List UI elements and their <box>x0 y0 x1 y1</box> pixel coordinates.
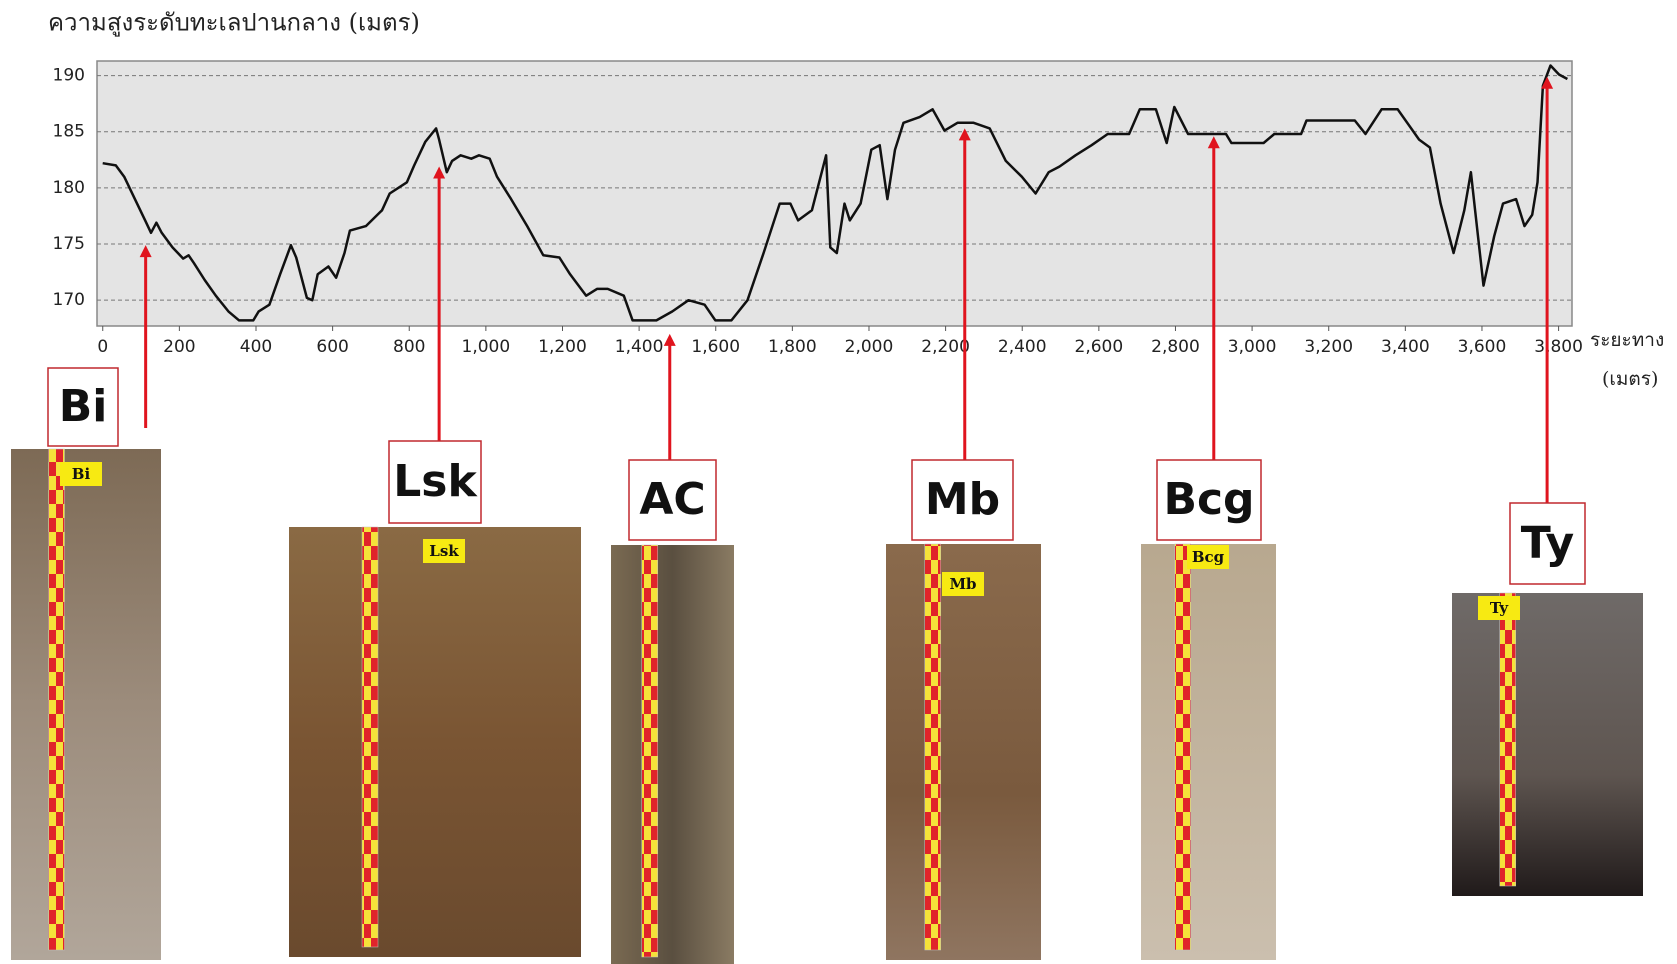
annotation-box <box>388 440 482 524</box>
soil-photo <box>1141 544 1276 960</box>
x-tick-label: 3,200 <box>1304 337 1353 357</box>
annotation-arrowhead <box>433 166 446 179</box>
y-tick-label: 185 <box>53 122 85 142</box>
annotation-box <box>911 459 1014 541</box>
x-tick-label: 2,200 <box>921 337 970 357</box>
x-tick-label: 3,600 <box>1458 337 1507 357</box>
x-tick-label: 1,400 <box>615 337 664 357</box>
y-tick-label: 180 <box>53 178 85 198</box>
x-tick-label: 1,800 <box>768 337 817 357</box>
annotation-arrowhead <box>958 128 971 141</box>
x-axis-title: (เมตร) <box>1602 368 1658 390</box>
measuring-tape <box>1499 592 1516 887</box>
x-tick-label: 0 <box>97 337 108 357</box>
annotation-arrowhead <box>139 245 152 258</box>
annotation-box <box>1509 502 1586 585</box>
soil-photo <box>11 449 161 960</box>
soil-photo <box>611 545 734 964</box>
annotation-label: AC <box>639 474 705 525</box>
measuring-tape <box>48 448 65 951</box>
photo-tag-bg <box>1478 596 1520 620</box>
annotation-label: Mb <box>925 474 1000 525</box>
annotation-box <box>1156 459 1262 541</box>
x-tick-label: 3,400 <box>1381 337 1430 357</box>
x-tick-label: 1,600 <box>691 337 740 357</box>
photo-tag-bg <box>942 572 984 596</box>
x-tick-label: 600 <box>316 337 348 357</box>
annotation-arrowhead <box>663 333 676 346</box>
x-tick-label: 2,400 <box>998 337 1047 357</box>
x-axis-title: ระยะทาง <box>1590 329 1664 351</box>
annotation-label: Lsk <box>393 456 478 507</box>
photo-tag: Bi <box>72 465 91 483</box>
photo-tag: Lsk <box>429 542 459 560</box>
y-axis-title: ความสูงระดับทะเลปานกลาง (เมตร) <box>48 9 420 38</box>
photo-tag: Bcg <box>1192 548 1225 566</box>
soil-photo <box>289 527 581 957</box>
x-tick-label: 800 <box>393 337 425 357</box>
x-tick-label: 400 <box>240 337 272 357</box>
x-tick-label: 3,000 <box>1228 337 1277 357</box>
photo-tag: Ty <box>1490 599 1510 617</box>
y-tick-label: 175 <box>53 234 85 254</box>
annotation-label: Bcg <box>1163 474 1254 525</box>
photo-tag-bg <box>60 462 102 486</box>
x-tick-label: 2,800 <box>1151 337 1200 357</box>
x-tick-label: 2,600 <box>1075 337 1124 357</box>
elevation-line <box>102 64 1568 322</box>
photo-tag: Mb <box>949 575 976 593</box>
measuring-tape <box>641 544 658 958</box>
annotation-box <box>628 459 717 541</box>
annotation-label: Bi <box>59 381 108 432</box>
y-tick-label: 190 <box>53 66 85 86</box>
photo-tag-bg <box>423 539 465 563</box>
plot-area <box>96 60 1573 327</box>
annotation-box <box>47 367 119 447</box>
annotation-arrowhead <box>1207 136 1220 149</box>
annotation-arrowhead <box>1541 76 1554 89</box>
measuring-tape <box>361 526 379 948</box>
annotation-label: Ty <box>1521 518 1574 569</box>
x-tick-label: 200 <box>163 337 195 357</box>
photo-tag-bg <box>1187 545 1229 569</box>
x-tick-label: 1,200 <box>538 337 587 357</box>
soil-photo <box>886 544 1041 960</box>
x-tick-label: 1,000 <box>462 337 511 357</box>
y-tick-label: 170 <box>53 290 85 310</box>
measuring-tape <box>1174 543 1191 951</box>
measuring-tape <box>924 543 941 951</box>
x-tick-label: 2,000 <box>845 337 894 357</box>
soil-photo <box>1452 593 1643 896</box>
x-tick-label: 3,800 <box>1534 337 1583 357</box>
